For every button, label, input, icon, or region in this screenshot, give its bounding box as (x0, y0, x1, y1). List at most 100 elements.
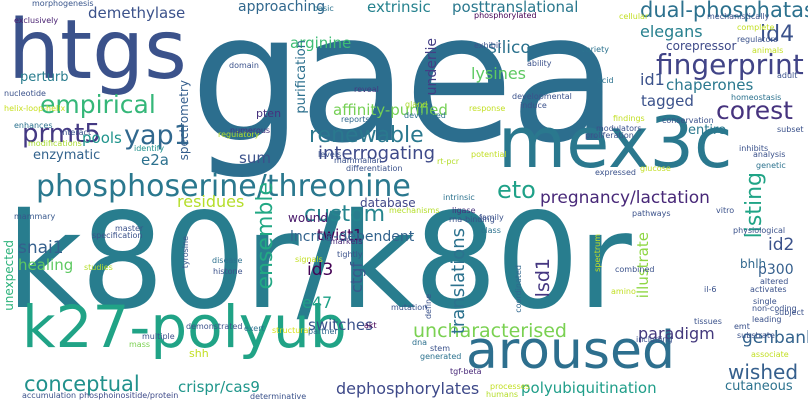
word: aroused (466, 321, 675, 381)
word: rt-pcr (437, 157, 460, 166)
word: snai1 (18, 238, 64, 258)
word: tightly (337, 250, 363, 259)
word: acid (597, 76, 614, 85)
word: associate (751, 350, 789, 359)
word: mechanistically (707, 12, 770, 21)
word: tagged (641, 92, 694, 110)
word: corest (716, 96, 793, 125)
word: tgf-beta (450, 367, 482, 376)
word: emt (734, 322, 750, 331)
word: shh (189, 347, 209, 360)
word: altered (760, 277, 789, 286)
word: regulators (737, 35, 778, 44)
word: extrinsic (367, 0, 431, 16)
word: expressed (595, 168, 636, 177)
word: reveal (354, 85, 379, 94)
word: switches (308, 316, 373, 334)
word: p300 (758, 262, 794, 278)
word: elegans (640, 22, 703, 41)
word: dephosphorylates (336, 379, 480, 398)
word: ensemble (253, 182, 278, 290)
word: processes (490, 382, 530, 391)
word: analysis (753, 150, 786, 159)
word: gaea (190, 0, 619, 182)
word: genbank (742, 328, 808, 348)
word: studies (84, 263, 113, 272)
word: htgs (8, 3, 187, 98)
word: cellular (619, 12, 649, 21)
word: unexpected (2, 240, 16, 311)
word: silico (488, 38, 531, 58)
word: induce (520, 101, 547, 110)
word: including (636, 335, 673, 344)
word: complete (737, 23, 775, 32)
word: translations (448, 228, 469, 335)
word: class (481, 226, 501, 235)
word: dna (412, 338, 428, 347)
word: uncharacterised (413, 320, 567, 342)
word: tissues (694, 317, 722, 326)
word: pathways (632, 209, 671, 218)
word: demonstrated (186, 322, 243, 331)
word: crispr/cas9 (178, 378, 260, 396)
word: disease (212, 256, 243, 265)
word: entire (688, 123, 727, 138)
word: wound (288, 211, 328, 225)
word: ctgf (347, 262, 366, 293)
word: histone (213, 267, 243, 276)
word: animals (752, 46, 784, 55)
word: reports (341, 115, 370, 124)
word: developed (404, 111, 446, 120)
word: intrinsic (443, 193, 475, 202)
word: bhlh (740, 257, 767, 271)
word: chaperones (666, 76, 754, 94)
word: pten (256, 107, 282, 120)
word: substrate (737, 331, 775, 340)
word: enhances (14, 121, 53, 130)
word: rna-binding (449, 215, 495, 224)
word: exert (244, 324, 265, 333)
word: generated (420, 352, 462, 361)
word: non-coding (752, 304, 797, 313)
word: specification (92, 231, 143, 240)
word: ability (527, 59, 552, 68)
word: conservation (662, 116, 714, 125)
word: multiple (142, 332, 175, 341)
word: pools (82, 129, 122, 147)
word: renewable (309, 123, 424, 148)
word: healing (18, 256, 74, 274)
word: proliferation (585, 131, 634, 140)
word: mechanisms (389, 206, 440, 215)
word: k27-polyub (22, 293, 347, 361)
word: numerous (230, 126, 271, 135)
word: findings (613, 114, 645, 123)
word: adult (777, 71, 798, 80)
word: purification (294, 40, 309, 114)
word: exhibit (474, 41, 502, 50)
word: exclusively (14, 16, 59, 25)
word: leading (752, 315, 782, 324)
word: mass (129, 340, 151, 349)
word: variety (581, 45, 609, 54)
word: mammary (14, 212, 56, 221)
word: spectrum (593, 234, 602, 272)
word: phosphorylated (474, 11, 537, 20)
word: affinity-purified (333, 101, 448, 119)
word: modulators (596, 124, 642, 133)
word: eto (497, 176, 536, 204)
word: tyrosine (181, 236, 190, 269)
word: mutation (391, 303, 428, 312)
word: markers (330, 237, 363, 246)
word: fingerprint (656, 48, 804, 81)
word: empirical (40, 90, 156, 119)
word: il-6 (704, 285, 717, 294)
word: levels (318, 150, 342, 159)
word: akt (364, 321, 377, 330)
word: stem (430, 344, 451, 353)
word: helix-loop-helix (4, 104, 66, 113)
word: subject (775, 308, 804, 317)
word: conceptual (24, 372, 140, 396)
word: morphogenesis (32, 0, 94, 8)
word: wished (728, 360, 799, 384)
word: prmt5 (22, 119, 101, 149)
